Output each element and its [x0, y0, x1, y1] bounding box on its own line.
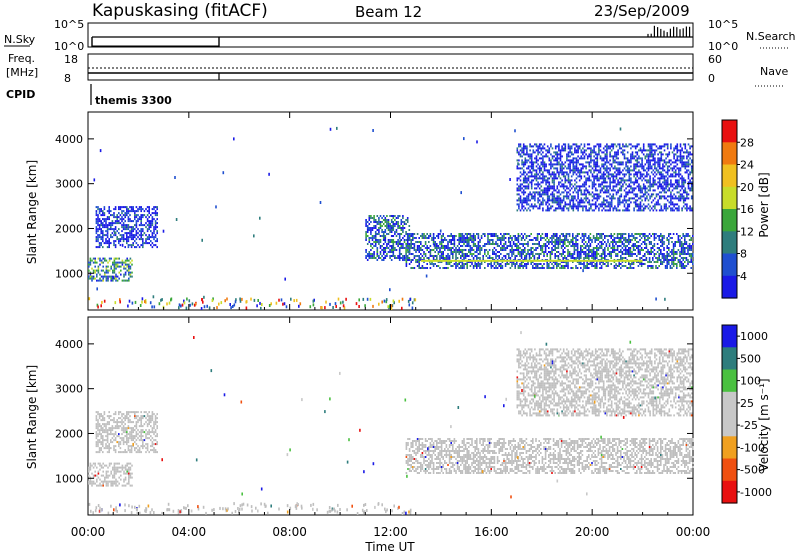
power-y-axis: 1000 2000 3000 4000	[55, 133, 693, 280]
nave-label: Nave	[760, 65, 788, 78]
x-tick-label: 20:00	[575, 525, 610, 539]
velocity-colorbar: 1000 500 100 25 -25 -100 -500 -1000	[721, 324, 772, 504]
x-tick-label: 12:00	[373, 525, 408, 539]
echo-region	[88, 257, 133, 282]
colorbar-segment	[722, 369, 737, 393]
colorbar-tick-label: 8	[740, 248, 747, 261]
colorbar-tick-label: 20	[740, 181, 754, 194]
colorbar-segment	[722, 436, 737, 460]
colorbar-segment	[722, 458, 737, 482]
colorbar-segment	[722, 347, 737, 371]
colorbar-segment	[722, 391, 737, 415]
cpid-mode: themis 3300	[95, 94, 172, 107]
echo-region	[95, 411, 158, 454]
freq-tick-high: 18	[64, 53, 78, 66]
y-tick-label: 4000	[55, 133, 83, 146]
colorbar-segment	[722, 142, 737, 166]
colorbar-tick-label: -500	[740, 464, 765, 477]
echo-region	[88, 462, 133, 487]
nsearch-tick-low: 10^0	[708, 40, 738, 53]
colorbar-tick-label: -100	[740, 441, 765, 454]
cpid-label: CPID	[6, 88, 35, 101]
power-colorbar: 4 8 12 16 20 24 28	[721, 119, 754, 299]
time-axis: 00:00 04:00 08:00 12:00 16:00 20:00 00:00	[71, 112, 711, 539]
x-tick-label: 04:00	[172, 525, 207, 539]
beam-title: Beam 12	[355, 3, 422, 21]
colorbar-tick-label: 28	[740, 136, 754, 149]
x-tick-label: 00:00	[676, 525, 711, 539]
y-tick-label: 2000	[55, 222, 83, 235]
station-title: Kapuskasing (fitACF)	[92, 1, 268, 21]
nsky-trace	[91, 25, 693, 47]
colorbar-tick-label: 25	[740, 397, 754, 410]
nsky-label: N.Sky	[4, 33, 36, 46]
colorbar-segment	[722, 275, 737, 299]
freq-tick-low: 8	[64, 72, 71, 85]
sparse-echoes	[132, 331, 691, 499]
y-tick-label: 1000	[55, 267, 83, 280]
colorbar-segment	[722, 253, 737, 277]
x-tick-label: 00:00	[71, 525, 106, 539]
velocity-y-axis: 1000 2000 3000 4000	[55, 338, 693, 485]
colorbar-segment	[722, 325, 737, 348]
nsky-panel: N.Sky 10^5 10^0 N.Search 10^5 10^0	[4, 18, 796, 53]
colorbar-segment	[722, 480, 737, 504]
colorbar-tick-label: 12	[740, 225, 754, 238]
colorbar-tick-label: 16	[740, 203, 754, 216]
colorbar-tick-label: -25	[740, 419, 758, 432]
velocity-colorbar-label: Velocity [m s⁻¹]	[757, 378, 771, 471]
colorbar-tick-label: 500	[740, 352, 761, 365]
power-colorbar-label: Power [dB]	[757, 172, 771, 237]
y-tick-label: 2000	[55, 427, 83, 440]
nsearch-tick-high: 10^5	[708, 18, 738, 31]
echo-region	[365, 215, 411, 261]
y-tick-label: 1000	[55, 472, 83, 485]
velocity-ylabel: Slant Range [km]	[25, 365, 39, 469]
echo-region	[516, 348, 693, 417]
colorbar-segment	[722, 231, 737, 255]
power-ridge	[420, 259, 643, 262]
power-panel: 1000 2000 3000 4000 Slant Range [km] 4 8 12 16…	[25, 111, 771, 311]
y-tick-label: 4000	[55, 338, 83, 351]
velocity-echoes	[88, 331, 694, 515]
echo-region	[95, 206, 158, 249]
colorbar-segment	[722, 414, 737, 437]
colorbar-tick-label: 24	[740, 159, 754, 172]
nsky-tick-low: 10^0	[54, 40, 84, 53]
colorbar-frame	[721, 324, 738, 504]
velocity-panel: 1000 2000 3000 4000 Slant Range [km] 1000 50…	[25, 316, 772, 516]
colorbar-tick-label: 4	[740, 270, 747, 283]
nave-tick-low: 0	[708, 72, 715, 85]
date-title: 23/Sep/2009	[594, 2, 690, 20]
echo-region	[516, 143, 693, 212]
freq-panel: Freq. [MHz] 18 8 Nave 60 0	[6, 52, 788, 87]
y-tick-label: 3000	[55, 178, 83, 191]
nave-tick-high: 60	[708, 53, 722, 66]
power-ylabel: Slant Range [km]	[25, 160, 39, 264]
freq-unit-label: [MHz]	[6, 66, 38, 79]
y-tick-label: 3000	[55, 383, 83, 396]
colorbar-segment	[722, 120, 737, 143]
x-axis-label: Time UT	[364, 540, 415, 554]
x-tick-label: 16:00	[474, 525, 509, 539]
echo-region	[405, 233, 694, 269]
x-tick-label: 08:00	[272, 525, 307, 539]
colorbar-tick-label: 100	[740, 375, 761, 388]
nsearch-label: N.Search	[746, 30, 796, 43]
colorbar-segment	[722, 164, 737, 188]
near-range-echoes	[88, 502, 412, 515]
colorbar-segment	[722, 209, 737, 232]
colorbar-tick-label: 1000	[740, 330, 768, 343]
sparse-echoes	[93, 126, 666, 301]
colorbar-tick-label: -1000	[740, 486, 772, 499]
nsky-tick-high: 10^5	[54, 18, 84, 31]
freq-label: Freq.	[8, 52, 35, 65]
power-echoes	[88, 126, 694, 310]
colorbar-segment	[722, 186, 737, 210]
near-range-echoes	[88, 297, 417, 310]
echo-region	[405, 438, 694, 474]
